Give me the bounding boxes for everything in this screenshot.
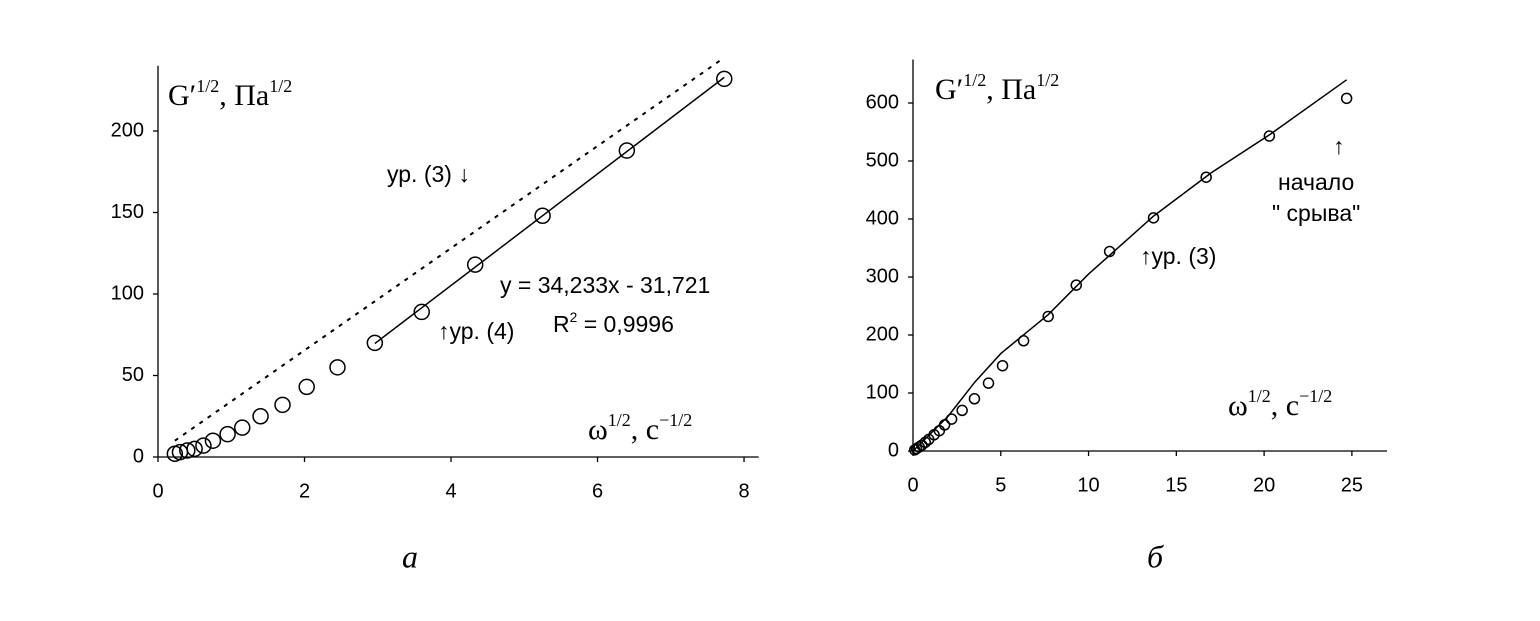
x-axis-label: ω1/2, с−1/2 <box>588 410 692 446</box>
data-point <box>233 419 251 436</box>
data-point <box>1103 245 1116 258</box>
x-axis-label-sup: 1/2 <box>608 410 631 430</box>
data-point <box>252 408 269 425</box>
x-axis-label-part: ω <box>1228 389 1248 422</box>
annotation-part: = 0,9996 <box>577 311 674 337</box>
y-axis-label-part: , Па <box>219 79 269 112</box>
x-axis-label-part: ω <box>588 413 608 446</box>
x-axis-label-part: , с <box>631 413 659 446</box>
annotation-part: начало <box>1278 169 1354 195</box>
x-axis-label: ω1/2, с−1/2 <box>1228 386 1332 422</box>
x-tick-label: 2 <box>299 480 310 502</box>
y-axis-label-sup: 1/2 <box>269 76 292 96</box>
data-point <box>219 425 236 443</box>
y-axis-label-sup: 1/2 <box>963 70 986 90</box>
data-point <box>996 359 1009 372</box>
y-axis-label: G′1/2, Па1/2 <box>168 76 292 112</box>
y-axis-label-part: G′ <box>168 79 196 112</box>
annotation-part: " срыва" <box>1272 200 1360 226</box>
annotation: ↑ур. (3) <box>1140 243 1216 269</box>
annotation: начало <box>1278 169 1354 195</box>
data-point <box>204 432 222 449</box>
annotation-part: y = 34,233x - 31,721 <box>500 272 710 298</box>
x-axis-label-sup: −1/2 <box>659 410 692 430</box>
y-axis-label-part: , Па <box>986 73 1036 106</box>
x-tick-label: 0 <box>152 480 163 502</box>
x-axis-label-sup: −1/2 <box>1299 386 1332 406</box>
data-point <box>186 440 203 458</box>
y-tick-label: 400 <box>866 207 899 229</box>
annotation: ↑ <box>1333 133 1345 159</box>
data-point <box>945 413 958 425</box>
annotation-part: ↑ур. (4) <box>438 318 514 344</box>
y-tick-label: 500 <box>866 149 899 171</box>
x-axis-label-sup: 1/2 <box>1248 386 1271 406</box>
data-point <box>298 378 315 396</box>
fit-line <box>374 76 725 345</box>
x-tick-label: 6 <box>592 480 603 502</box>
data-point <box>1340 92 1353 105</box>
data-point <box>534 207 551 225</box>
caption: б <box>1147 538 1164 574</box>
x-axis-label-part: , с <box>1271 389 1299 422</box>
data-point <box>1017 335 1030 347</box>
annotation-part: ↑ур. (3) <box>1140 243 1216 269</box>
data-point <box>179 442 196 459</box>
data-point <box>1042 310 1054 323</box>
data-point <box>1200 171 1212 183</box>
y-tick-label: 300 <box>866 265 899 287</box>
data-point <box>716 70 733 88</box>
data-point <box>274 396 291 414</box>
annotation: R2 = 0,9996 <box>553 310 674 337</box>
y-tick-label: 150 <box>111 201 144 223</box>
annotation: ур. (3) ↓ <box>387 161 470 187</box>
dotted-line <box>174 56 725 442</box>
data-point <box>938 419 951 431</box>
y-tick-label: 100 <box>111 282 144 304</box>
y-tick-label: 0 <box>133 445 144 467</box>
data-point <box>413 303 430 321</box>
y-tick-label: 0 <box>888 439 899 461</box>
data-point <box>919 436 932 449</box>
y-tick-label: 200 <box>111 119 144 141</box>
data-point <box>366 334 384 352</box>
annotation: " срыва" <box>1272 200 1360 226</box>
y-axis-label-sup: 1/2 <box>196 76 219 96</box>
y-axis-label-sup: 1/2 <box>1036 70 1059 90</box>
y-axis-label-part: G′ <box>935 73 963 106</box>
x-tick-label: 25 <box>1341 474 1363 496</box>
x-tick-label: 0 <box>907 474 918 496</box>
y-tick-label: 200 <box>866 323 899 345</box>
y-axis-label: G′1/2, Па1/2 <box>935 70 1059 106</box>
annotation-sup: 2 <box>570 310 578 325</box>
data-point <box>1147 212 1160 224</box>
annotation-part: ур. (3) ↓ <box>387 161 470 187</box>
caption: а <box>402 538 418 574</box>
data-point <box>1263 130 1276 142</box>
data-point <box>968 393 981 405</box>
data-point <box>982 377 995 389</box>
x-tick-label: 5 <box>995 474 1006 496</box>
x-tick-label: 15 <box>1165 474 1187 496</box>
annotation-part: R <box>553 311 570 337</box>
data-point <box>916 439 928 451</box>
annotation: y = 34,233x - 31,721 <box>500 272 710 298</box>
y-tick-label: 50 <box>122 364 144 386</box>
x-tick-label: 20 <box>1253 474 1275 496</box>
data-point <box>618 142 636 159</box>
fit-line <box>912 79 1348 452</box>
data-point <box>466 256 484 273</box>
x-tick-label: 8 <box>738 480 749 502</box>
annotation-part: ↑ <box>1333 133 1345 159</box>
x-tick-label: 4 <box>445 480 456 502</box>
y-tick-label: 600 <box>866 91 899 113</box>
annotation: ↑ур. (4) <box>438 318 514 344</box>
data-point <box>329 359 346 376</box>
data-point <box>195 437 212 454</box>
data-point <box>956 404 968 417</box>
data-point <box>1070 279 1083 291</box>
y-tick-label: 100 <box>866 381 899 403</box>
x-tick-label: 10 <box>1077 474 1099 496</box>
